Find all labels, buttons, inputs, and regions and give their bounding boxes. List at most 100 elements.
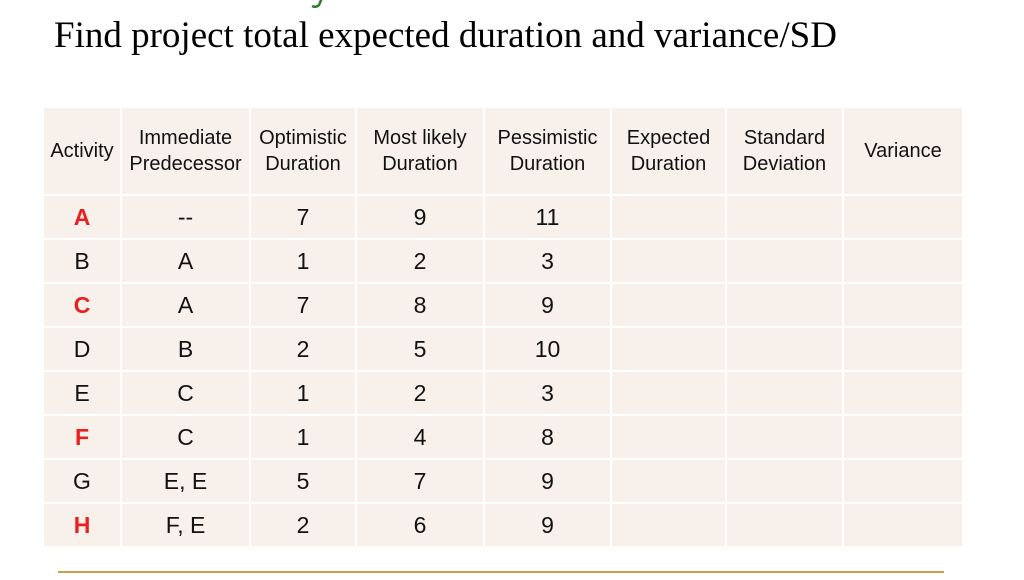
header-line: Optimistic (259, 127, 347, 149)
most-likely-cell: 2 (357, 240, 483, 282)
cropped-title-glyphs-art (311, 0, 323, 9)
pessimistic-cell: 9 (485, 504, 610, 546)
activity-cell: A (44, 196, 120, 238)
standard-deviation-cell (727, 504, 842, 546)
most-likely-cell: 5 (357, 328, 483, 370)
activity-cell: D (44, 328, 120, 370)
activity-cell: H (44, 504, 120, 546)
most-likely-cell: 9 (357, 196, 483, 238)
standard-deviation-cell (727, 284, 842, 326)
predecessor-cell: C (122, 372, 249, 414)
optimistic-cell: 2 (251, 504, 355, 546)
header-activity: Activity (44, 108, 120, 194)
header-most-likely-duration: Most likely Duration (357, 108, 483, 194)
header-line: Standard (743, 127, 826, 149)
header-optimistic-duration: Optimistic Duration (251, 108, 355, 194)
cropped-title-glyphs (300, 0, 460, 10)
activity-cell: B (44, 240, 120, 282)
expected-duration-cell (612, 416, 725, 458)
activity-cell: F (44, 416, 120, 458)
header-variance: Variance (844, 108, 962, 194)
header-line: Predecessor (129, 153, 242, 175)
table-row: A -- 7 9 11 (44, 196, 962, 238)
standard-deviation-cell (727, 416, 842, 458)
activity-cell: G (44, 460, 120, 502)
expected-duration-cell (612, 240, 725, 282)
variance-cell (844, 196, 962, 238)
predecessor-cell: F, E (122, 504, 249, 546)
standard-deviation-cell (727, 240, 842, 282)
variance-cell (844, 240, 962, 282)
predecessor-cell: B (122, 328, 249, 370)
bottom-divider (58, 571, 944, 573)
variance-cell (844, 372, 962, 414)
header-line: Immediate (138, 127, 233, 149)
header-line: Duration (382, 153, 458, 175)
header-pessimistic-duration: Pessimistic Duration (485, 108, 610, 194)
header-line: Most likely (373, 127, 467, 149)
standard-deviation-cell (727, 372, 842, 414)
predecessor-cell: C (122, 416, 249, 458)
variance-cell (844, 284, 962, 326)
most-likely-cell: 8 (357, 284, 483, 326)
header-standard-deviation: Standard Deviation (727, 108, 842, 194)
header-line: Variance (864, 140, 942, 162)
most-likely-cell: 2 (357, 372, 483, 414)
slide-title: Find project total expected duration and… (54, 15, 837, 56)
variance-cell (844, 328, 962, 370)
optimistic-cell: 7 (251, 284, 355, 326)
expected-duration-cell (612, 284, 725, 326)
optimistic-cell: 1 (251, 372, 355, 414)
optimistic-cell: 7 (251, 196, 355, 238)
pessimistic-cell: 9 (485, 284, 610, 326)
predecessor-cell: E, E (122, 460, 249, 502)
standard-deviation-cell (727, 196, 842, 238)
predecessor-cell: -- (122, 196, 249, 238)
header-line: Duration (509, 153, 586, 175)
expected-duration-cell (612, 328, 725, 370)
optimistic-cell: 1 (251, 240, 355, 282)
variance-cell (844, 460, 962, 502)
pessimistic-cell: 8 (485, 416, 610, 458)
header-line: Duration (630, 153, 707, 175)
expected-duration-cell (612, 460, 725, 502)
header-line: Pessimistic (497, 127, 598, 149)
optimistic-cell: 1 (251, 416, 355, 458)
pessimistic-cell: 11 (485, 196, 610, 238)
variance-cell (844, 504, 962, 546)
table-header-row: Activity Immediate Predecessor Optimisti… (44, 108, 962, 194)
pert-activity-table: Activity Immediate Predecessor Optimisti… (42, 106, 964, 548)
most-likely-cell: 7 (357, 460, 483, 502)
expected-duration-cell (612, 372, 725, 414)
predecessor-cell: A (122, 240, 249, 282)
header-expected-duration: Expected Duration (612, 108, 725, 194)
activity-cell: C (44, 284, 120, 326)
optimistic-cell: 5 (251, 460, 355, 502)
most-likely-cell: 4 (357, 416, 483, 458)
pessimistic-cell: 9 (485, 460, 610, 502)
header-line: Deviation (742, 153, 827, 175)
standard-deviation-cell (727, 460, 842, 502)
pessimistic-cell: 3 (485, 372, 610, 414)
standard-deviation-cell (727, 328, 842, 370)
table-row: D B 2 5 10 (44, 328, 962, 370)
predecessor-cell: A (122, 284, 249, 326)
optimistic-cell: 2 (251, 328, 355, 370)
activity-cell: E (44, 372, 120, 414)
header-immediate-predecessor: Immediate Predecessor (122, 108, 249, 194)
header-line: Expected (626, 127, 711, 149)
header-line: Activity (50, 140, 114, 162)
header-line: Duration (265, 153, 341, 175)
pessimistic-cell: 3 (485, 240, 610, 282)
expected-duration-cell (612, 504, 725, 546)
expected-duration-cell (612, 196, 725, 238)
pessimistic-cell: 10 (485, 328, 610, 370)
most-likely-cell: 6 (357, 504, 483, 546)
